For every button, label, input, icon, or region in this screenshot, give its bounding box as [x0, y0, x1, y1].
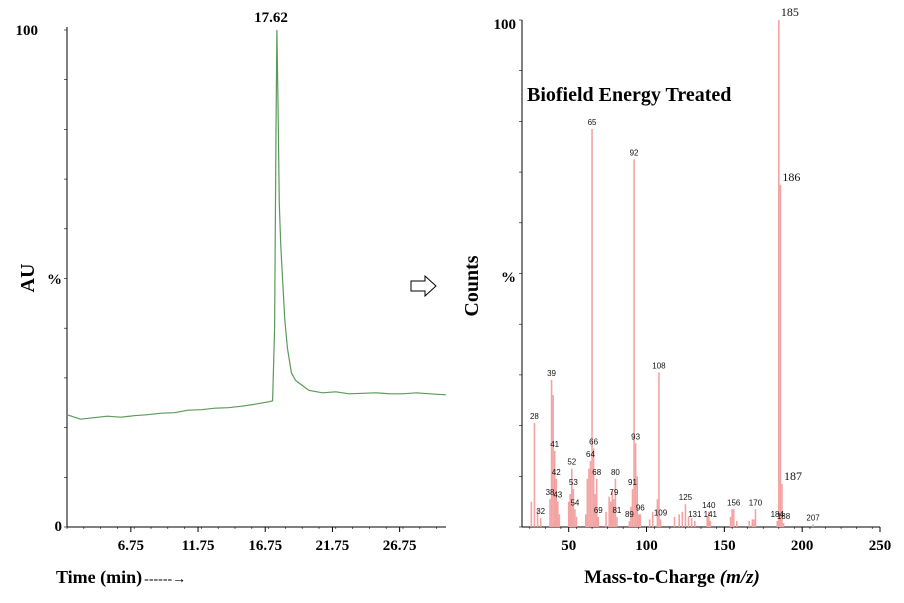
chromatogram-y-ticks — [64, 29, 67, 528]
spectrum-peak-label-38: 38 — [546, 488, 555, 497]
chromatogram-x-tick-label: 11.75 — [182, 538, 215, 554]
chromatogram-x-axis-label: Time (min) ------→ — [56, 567, 186, 588]
spectrum-peak-label-170: 170 — [749, 498, 763, 507]
spectrum-peak-label-39: 39 — [547, 369, 556, 378]
chromatogram-y-tick-label-100: 100 — [16, 23, 39, 39]
chromatogram-x-tick-label: 26.75 — [383, 538, 417, 554]
spectrum-peak-label-92: 92 — [630, 148, 639, 157]
spectrum-x-ticks: 50 100 150 200 250 — [529, 527, 892, 554]
spectrum-peak-label-131: 131 — [688, 510, 702, 519]
chromatogram-x-ticks: 6.75 11.75 16.75 21.75 26.75 — [66, 527, 437, 554]
hollow-right-arrow-icon — [410, 274, 437, 298]
spectrum-x-tick-label: 250 — [869, 538, 892, 554]
spectrum-peak-label-185: 185 — [781, 5, 799, 19]
spectrum-peak-label-207: 207 — [806, 513, 820, 522]
spectrum-x-axis-label: Mass-to-Charge (m/z) — [584, 567, 760, 588]
spectrum-peak-label-41: 41 — [550, 440, 559, 449]
spectrum-x-axis-label-unit: (m/z) — [720, 567, 760, 588]
spectrum-peak-label-125: 125 — [679, 493, 693, 502]
spectrum-peak-label-64: 64 — [586, 450, 595, 459]
spectrum-peak-label-65: 65 — [588, 118, 597, 127]
spectrum-peak-label-141: 141 — [704, 510, 718, 519]
chromatogram-x-tick-label: 21.75 — [316, 538, 350, 554]
spectrum-peak-label-91: 91 — [628, 478, 637, 487]
spectrum-peak-label-93: 93 — [631, 432, 640, 441]
spectrum-peak-label-53: 53 — [569, 478, 578, 487]
chromatogram-y-axis-label: AU — [17, 264, 39, 293]
spectrum-peak-label-184: 184 — [771, 510, 785, 519]
spectrum-peak-label-32: 32 — [536, 507, 545, 516]
spectrum-x-axis-label-text: Mass-to-Charge — [584, 567, 715, 588]
mass-spectrum-chart: 50 100 150 200 250 28 32 38 39 41 42 43 52 53 54 64 65 6… — [461, 5, 891, 588]
chromatogram-chart: 6.75 11.75 16.75 21.75 26.75 100 % 0 17.62 A… — [16, 10, 447, 588]
spectrum-x-tick-label: 150 — [713, 538, 736, 554]
chromatogram-series-line — [66, 29, 447, 420]
spectrum-peak-label-81: 81 — [612, 506, 621, 515]
spectrum-title: Biofield Energy Treated — [527, 84, 731, 106]
spectrum-peak-label-66: 66 — [589, 437, 598, 446]
chromatogram-y-tick-label-0: 0 — [55, 519, 63, 535]
spectrum-x-tick-label: 200 — [791, 538, 814, 554]
spectrum-peak-label-187: 187 — [784, 469, 802, 483]
spectrum-peak-label-108: 108 — [652, 361, 666, 370]
spectrum-x-tick-label: 100 — [635, 538, 658, 554]
spectrum-peak-label-140: 140 — [702, 501, 716, 510]
spectrum-peak-label-28: 28 — [530, 412, 539, 421]
spectrum-peak-label-68: 68 — [592, 468, 601, 477]
spectrum-peak-label-52: 52 — [567, 458, 576, 467]
spectrum-x-tick-label: 50 — [561, 538, 576, 554]
spectrum-peak-label-96: 96 — [636, 503, 645, 512]
spectrum-peak-label-54: 54 — [570, 498, 579, 507]
spectrum-peak-labels: 28 32 38 39 41 42 43 52 53 54 64 65 66 68 69 79 80 81 89 91… — [530, 5, 820, 522]
chromatogram-y-tick-label-percent: % — [47, 272, 62, 288]
spectrum-y-tick-label-100: 100 — [494, 17, 517, 33]
spectrum-peaks — [530, 20, 814, 527]
chromatogram-x-tick-label: 6.75 — [118, 538, 144, 554]
spectrum-y-tick-label-percent: % — [501, 270, 516, 286]
chromatogram-peak-label: 17.62 — [254, 10, 288, 26]
spectrum-peak-label-69: 69 — [594, 506, 603, 515]
spectrum-peak-label-79: 79 — [609, 488, 618, 497]
spectrum-peak-label-80: 80 — [611, 468, 620, 477]
spectrum-y-axis-label: Counts — [461, 255, 483, 316]
chromatogram-x-axis-arrow: ------→ — [144, 572, 186, 587]
spectrum-peak-label-109: 109 — [654, 508, 668, 517]
spectrum-peak-label-188: 188 — [777, 512, 791, 521]
spectrum-peak-label-43: 43 — [553, 491, 562, 500]
spectrum-peak-label-156: 156 — [727, 498, 741, 507]
spectrum-y-ticks — [519, 19, 522, 528]
chromatogram-x-axis-label-text: Time (min) — [56, 567, 142, 588]
chromatogram-x-tick-label: 16.75 — [248, 538, 282, 554]
spectrum-peak-label-186: 186 — [782, 170, 800, 184]
spectrum-peak-label-89: 89 — [625, 510, 634, 519]
spectrum-peak-label-42: 42 — [552, 468, 561, 477]
